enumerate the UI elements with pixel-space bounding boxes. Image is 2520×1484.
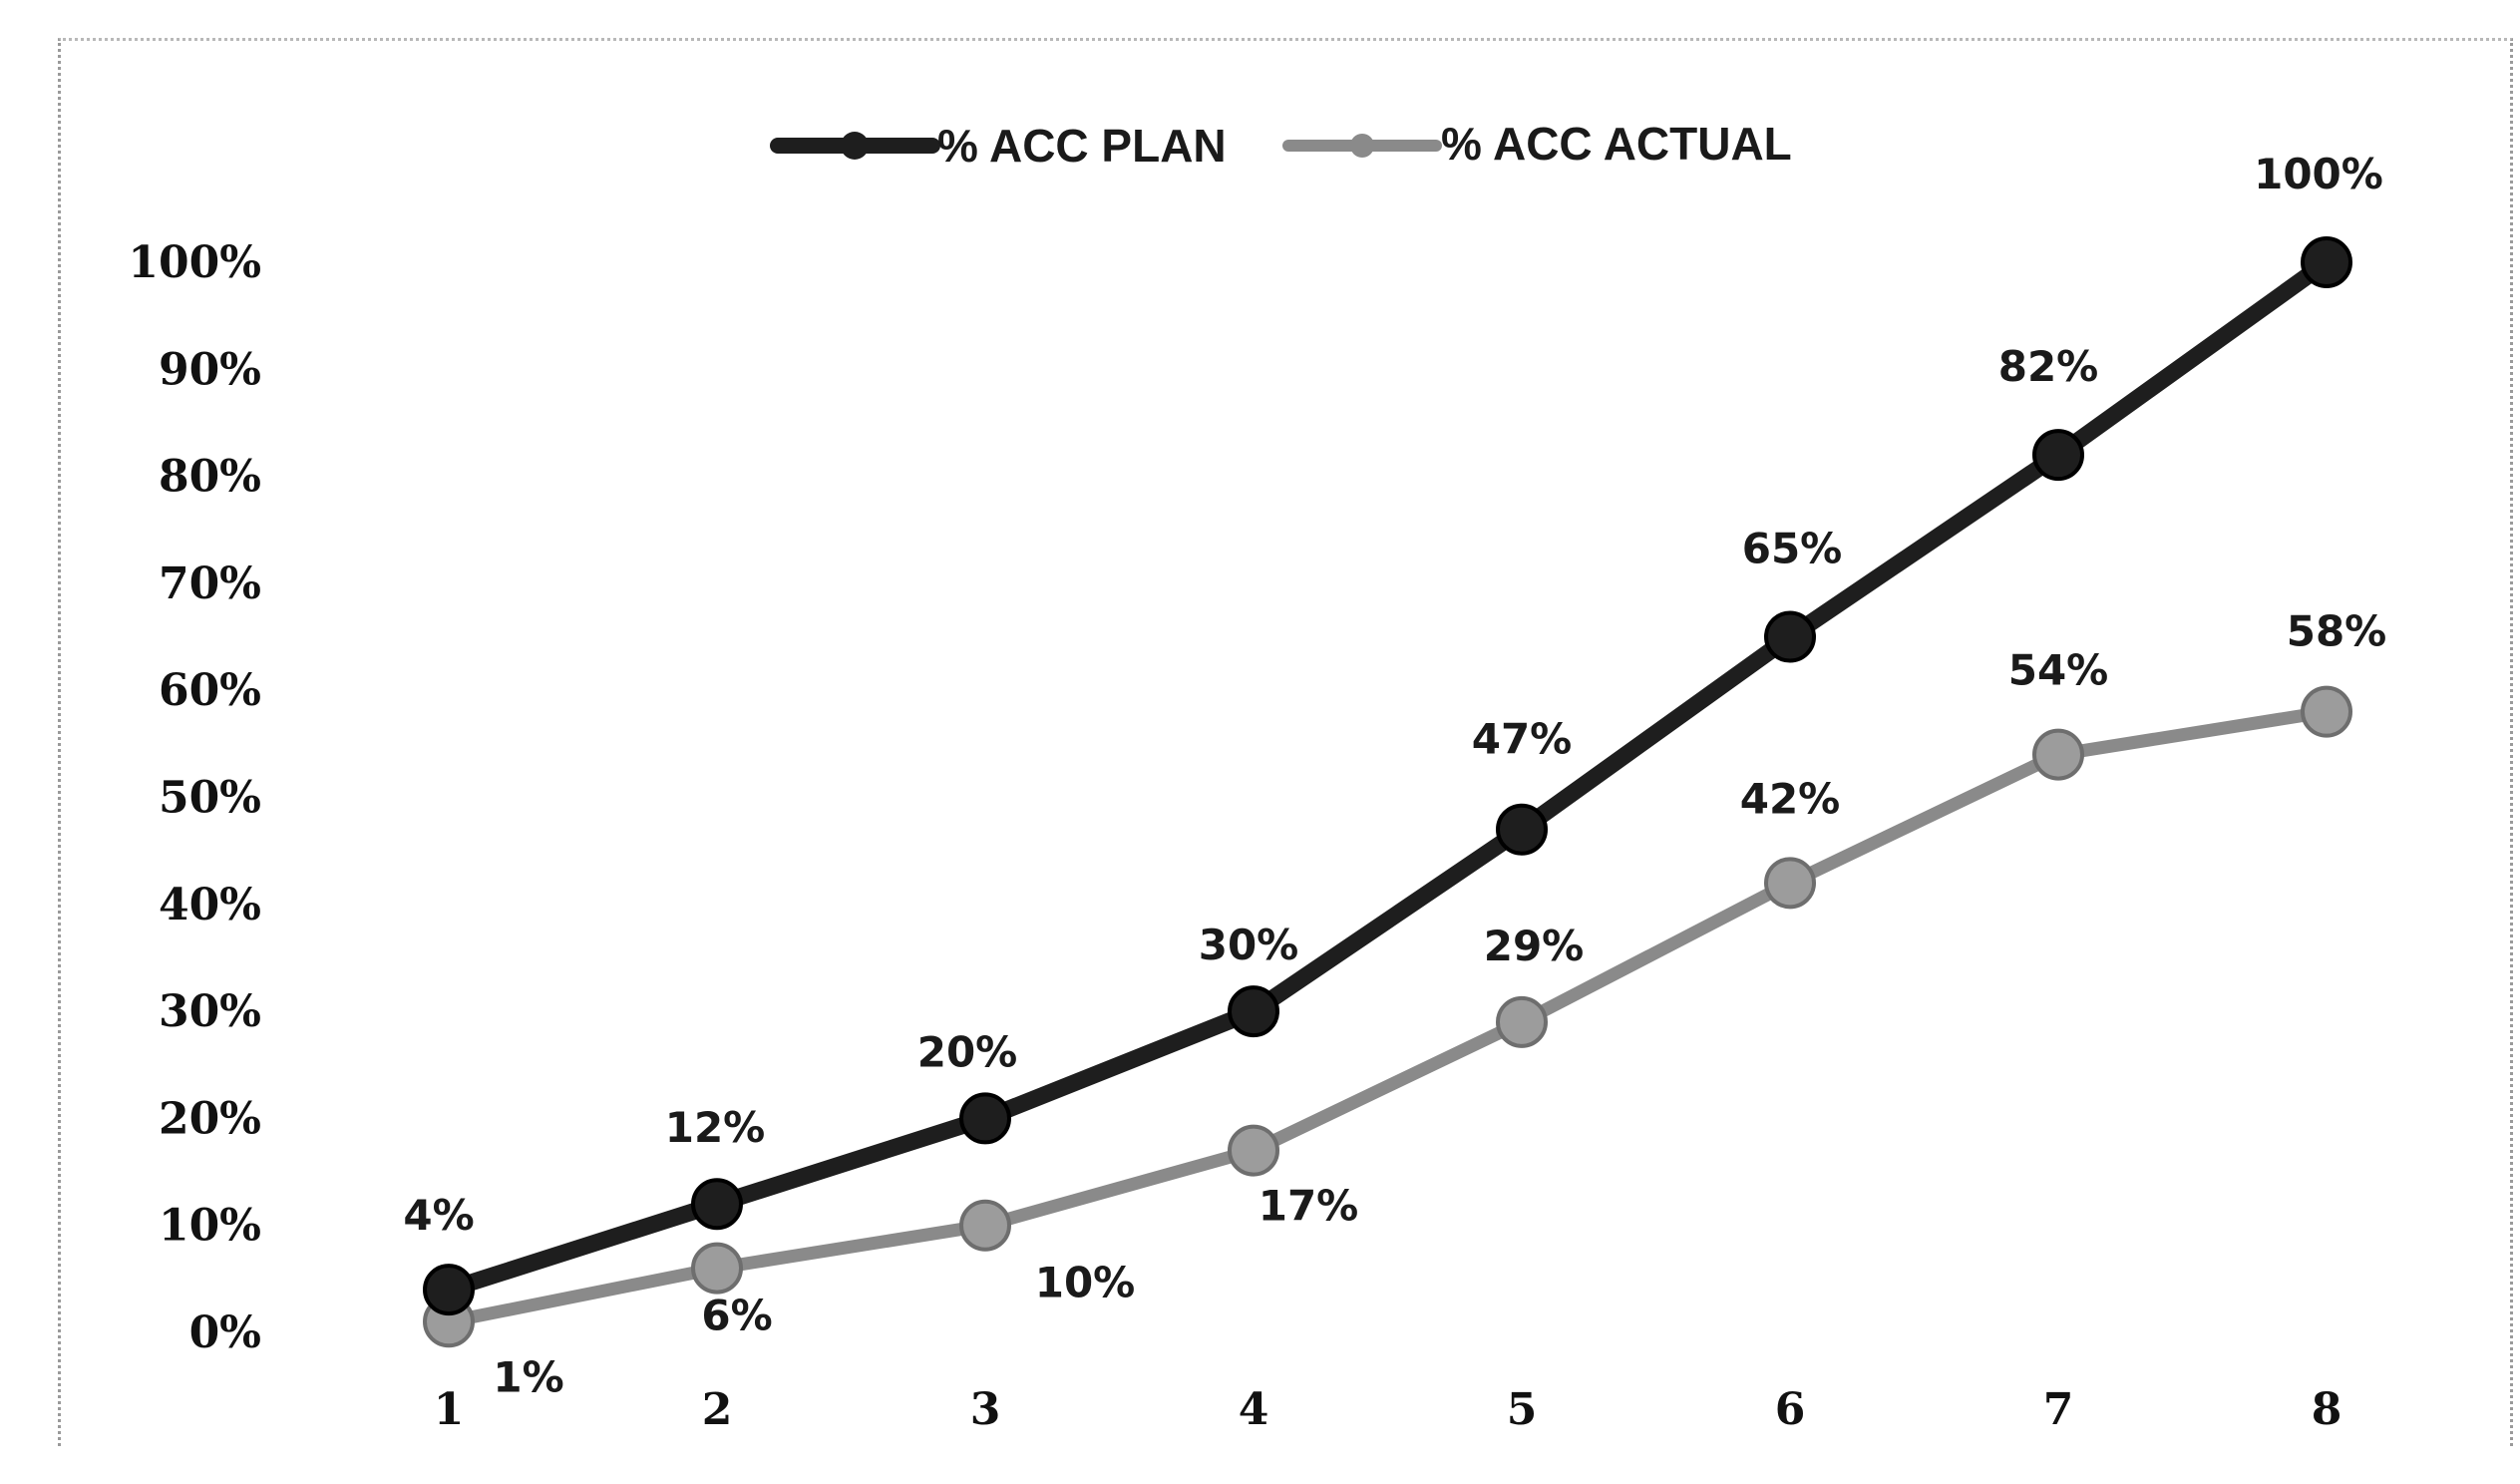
data-label-layer: 4% 12% 20% 30% 47% 65% 82% 100% 1% 6% 10% 17% 29% 42%… [403, 150, 2386, 1401]
series-line-actual [442, 705, 2334, 1328]
data-label-plan: 82% [1998, 342, 2099, 391]
legend-label-actual: % ACC ACTUAL [1441, 118, 1792, 170]
series-line-plan [440, 253, 2336, 1298]
legend: % ACC PLAN % ACC ACTUAL [770, 118, 1792, 172]
data-point-actual [959, 1199, 1011, 1252]
data-point-plan [959, 1092, 1011, 1145]
y-tick-label: 0% [189, 1307, 261, 1358]
legend-item-plan: % ACC PLAN [770, 120, 1227, 172]
y-axis-tick-labels: 0% 10% 20% 30% 40% 50% 60% 70% 80% 90% 100% [128, 237, 261, 1358]
x-tick-label: 3 [970, 1384, 1001, 1435]
chart-frame [58, 38, 2513, 1446]
y-tick-label: 10% [159, 1201, 261, 1252]
x-tick-label: 7 [2043, 1384, 2074, 1435]
data-point-plan [1496, 803, 1548, 856]
data-label-plan: 65% [1742, 525, 1843, 573]
data-point-actual [2301, 685, 2352, 738]
data-label-plan: 12% [665, 1103, 766, 1152]
data-label-actual: 54% [2008, 646, 2109, 695]
data-label-actual: 10% [1035, 1259, 1136, 1307]
y-tick-label: 50% [159, 773, 261, 824]
data-label-plan: 30% [1199, 921, 1299, 969]
y-tick-label: 90% [159, 344, 261, 395]
x-tick-label: 2 [702, 1384, 733, 1435]
data-label-plan: 100% [2254, 150, 2383, 198]
data-label-actual: 6% [701, 1292, 772, 1340]
data-point-plan [1228, 985, 1279, 1038]
x-tick-label: 6 [1775, 1384, 1806, 1435]
data-point-plan [691, 1178, 743, 1231]
x-axis-tick-labels: 1 2 3 4 5 6 7 8 [434, 1384, 2342, 1435]
y-tick-label: 70% [159, 558, 261, 609]
x-tick-label: 4 [1239, 1384, 1269, 1435]
data-point-plan [423, 1264, 475, 1316]
legend-marker-plan [841, 132, 869, 160]
data-label-plan: 4% [403, 1191, 474, 1240]
x-tick-label: 1 [434, 1384, 465, 1435]
data-label-plan: 47% [1472, 715, 1573, 764]
data-point-actual [691, 1242, 743, 1295]
data-point-actual [1764, 857, 1816, 910]
legend-item-actual: % ACC ACTUAL [1282, 118, 1792, 170]
legend-marker-actual [1350, 134, 1374, 158]
series-layer [423, 236, 2352, 1348]
legend-label-plan: % ACC PLAN [937, 120, 1227, 172]
data-label-actual: 42% [1740, 774, 1841, 823]
y-tick-label: 100% [128, 237, 261, 288]
data-label-plan: 20% [917, 1027, 1018, 1076]
data-point-plan [2301, 236, 2352, 288]
data-point-actual [1228, 1124, 1279, 1177]
data-point-actual [2032, 728, 2084, 781]
data-point-plan [1764, 610, 1816, 663]
y-tick-label: 20% [159, 1093, 261, 1144]
data-label-actual: 17% [1259, 1182, 1359, 1231]
data-point-actual [1496, 995, 1548, 1048]
y-tick-label: 30% [159, 986, 261, 1037]
y-tick-label: 60% [159, 665, 261, 716]
data-label-actual: 29% [1484, 922, 1585, 970]
data-label-actual: 1% [493, 1352, 563, 1401]
data-label-actual: 58% [2287, 607, 2387, 656]
x-tick-label: 8 [2312, 1384, 2342, 1435]
x-tick-label: 5 [1507, 1384, 1538, 1435]
data-point-plan [2032, 429, 2084, 482]
y-tick-label: 80% [159, 452, 261, 503]
y-tick-label: 40% [159, 880, 261, 930]
